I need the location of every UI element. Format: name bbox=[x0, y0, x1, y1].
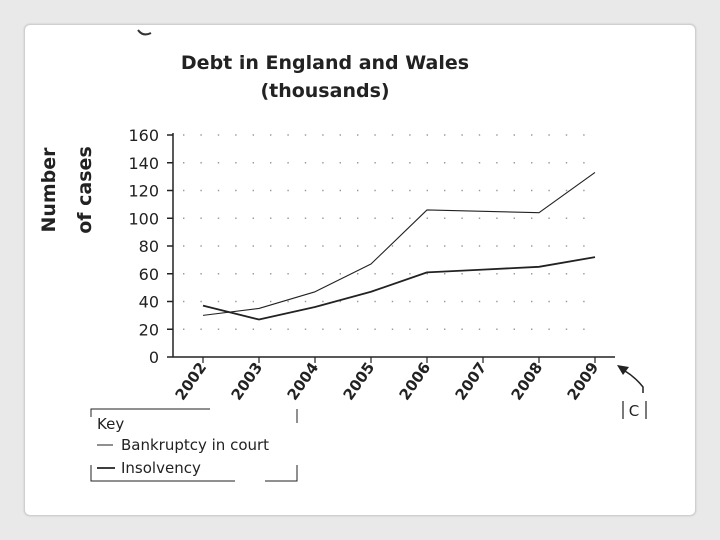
x-tick-label: 2008 bbox=[508, 359, 547, 404]
annotation-c: C bbox=[629, 402, 639, 420]
x-tick-label: 2005 bbox=[340, 359, 379, 404]
corner-mark bbox=[137, 29, 152, 36]
y-tick-label: 20 bbox=[139, 320, 159, 339]
y-axis-label-line1: Number bbox=[38, 147, 60, 233]
y-axis-label: Number of cases bbox=[38, 146, 96, 234]
chart-subtitle: (thousands) bbox=[260, 80, 389, 102]
series-lines bbox=[202, 172, 596, 321]
annotation-arrowhead bbox=[617, 365, 629, 375]
legend-frame-bottom-right bbox=[265, 465, 298, 482]
legend-label-insolvency: Insolvency bbox=[121, 459, 201, 477]
x-tick-label: 2006 bbox=[396, 359, 435, 404]
legend-frame-bottom bbox=[90, 465, 235, 482]
y-tick-label: 100 bbox=[128, 209, 159, 228]
legend-title: Key bbox=[97, 415, 124, 433]
y-tick-label: 40 bbox=[139, 293, 159, 312]
legend: Key Bankruptcy in court Insolvency bbox=[90, 408, 298, 482]
y-tick-label: 120 bbox=[128, 182, 159, 201]
annotation-arrow bbox=[624, 370, 644, 393]
legend-frame-top bbox=[90, 408, 210, 417]
y-tick-label: 80 bbox=[139, 237, 159, 256]
series-line-bankruptcy bbox=[202, 172, 596, 316]
y-tick-label: 140 bbox=[128, 154, 159, 173]
y-axis-label-line2: of cases bbox=[74, 146, 96, 234]
x-ticks: 2002 2003 2004 2005 2006 2007 2008 2009 bbox=[172, 357, 603, 404]
x-tick-label: 2007 bbox=[452, 359, 491, 404]
y-ticks: 0 20 40 60 80 100 120 140 160 bbox=[128, 126, 173, 367]
series-line-insolvency bbox=[202, 256, 596, 321]
slide-card: Debt in England and Wales (thousands) Nu… bbox=[24, 24, 696, 516]
x-tick-label: 2009 bbox=[564, 359, 603, 404]
debt-chart: Debt in England and Wales (thousands) Nu… bbox=[38, 29, 647, 482]
x-tick-label: 2004 bbox=[284, 359, 323, 404]
y-tick-label: 160 bbox=[128, 126, 159, 145]
legend-label-bankruptcy: Bankruptcy in court bbox=[121, 436, 269, 454]
y-tick-label: 60 bbox=[139, 265, 159, 284]
chart-title: Debt in England and Wales bbox=[181, 52, 469, 74]
grid bbox=[183, 134, 595, 330]
x-tick-label: 2003 bbox=[228, 359, 267, 404]
y-tick-label: 0 bbox=[149, 348, 159, 367]
x-tick-label: 2002 bbox=[172, 359, 211, 404]
